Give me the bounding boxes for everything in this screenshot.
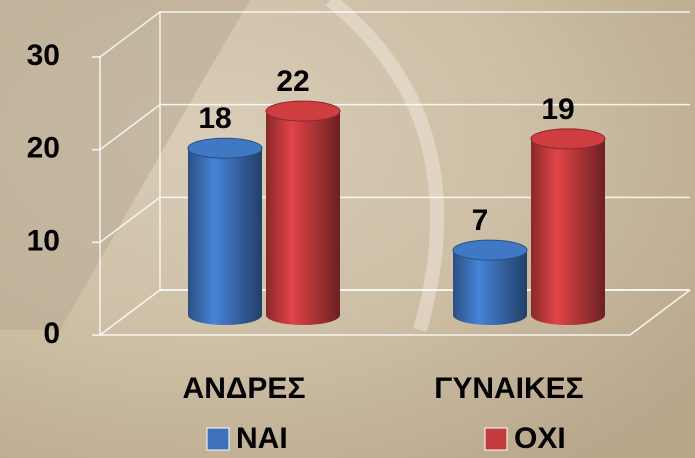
cylinder-top (187, 137, 263, 159)
y-tick-label: 20 (27, 132, 60, 165)
data-label: 19 (541, 93, 574, 126)
y-tick-label: 0 (43, 317, 60, 350)
grid-line (99, 103, 690, 151)
cylinder (453, 250, 527, 325)
background-shape (325, 0, 445, 332)
legend-label: ΟΧΙ (514, 422, 566, 455)
cylinder-top (530, 128, 606, 150)
data-label: 22 (276, 65, 309, 98)
cylinder (531, 138, 605, 325)
x-tick-label: ΑΝΔΡΕΣ (183, 372, 306, 405)
grid-line (99, 11, 690, 58)
legend-label: ΝΑΙ (236, 422, 288, 455)
floor-side (629, 289, 691, 336)
cylinder (266, 111, 340, 325)
y-tick-label: 30 (27, 39, 60, 72)
data-label: 7 (472, 204, 489, 237)
cylinder-top (265, 100, 341, 122)
legend-swatch (206, 427, 230, 451)
cylinder (188, 148, 262, 325)
legend-swatch (484, 427, 508, 451)
cylinder-top (452, 239, 528, 261)
data-label: 18 (198, 102, 231, 135)
x-tick-label: ΓΥΝΑΙΚΕΣ (434, 372, 583, 405)
grid-line (99, 196, 690, 243)
background-shape (0, 0, 250, 330)
y-tick-label: 10 (27, 224, 60, 257)
